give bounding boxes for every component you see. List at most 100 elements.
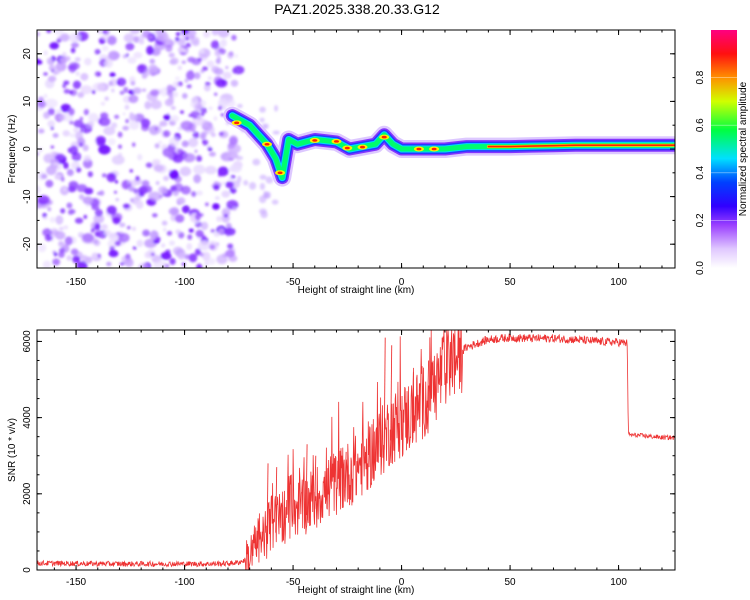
noise-blob (63, 162, 69, 169)
x-tick-label: 100 (610, 277, 627, 288)
noise-blob (122, 125, 130, 131)
noise-blob (123, 86, 129, 93)
noise-blob (163, 227, 167, 232)
noise-blob (87, 171, 93, 178)
noise-blob (149, 89, 160, 97)
noise-blob (177, 148, 184, 157)
colorbar: 0.0 0.2 0.4 0.6 0.8 Normalized spectral ampl… (695, 30, 749, 275)
noise-blob (182, 153, 196, 163)
noise-blob (129, 120, 140, 130)
noise-blob (132, 87, 142, 95)
noise-blob (208, 151, 216, 157)
noise-blob (69, 133, 76, 138)
noise-blob (168, 207, 180, 216)
snr-y-axis: 0 2000 4000 6000 (22, 330, 675, 573)
noise-blob (137, 154, 143, 161)
noise-blob (144, 251, 152, 259)
noise-blob (68, 107, 75, 116)
noise-blob (98, 144, 111, 155)
colorbar-tick-label: 0.6 (695, 118, 706, 132)
y-tick-label: 0 (22, 146, 33, 152)
noise-blob (101, 117, 111, 127)
noise-blob (230, 163, 242, 173)
noise-blob (169, 169, 179, 180)
noise-blob (76, 261, 88, 268)
noise-blob (248, 182, 257, 190)
noise-blob (207, 125, 215, 135)
noise-blob (101, 173, 107, 178)
noise-blob (177, 46, 185, 53)
noise-blob (93, 239, 98, 244)
noise-blob (84, 57, 92, 66)
noise-blob (202, 139, 209, 146)
noise-blob (77, 92, 85, 98)
noise-blob (55, 215, 64, 225)
noise-blob (197, 115, 202, 120)
noise-blob (161, 220, 168, 226)
noise-blob (170, 106, 176, 110)
noise-blob (109, 72, 116, 78)
noise-blob (180, 110, 184, 114)
noise-blob (170, 115, 180, 123)
noise-blob (49, 42, 60, 50)
noise-blob (72, 255, 81, 264)
noise-blob (94, 71, 102, 77)
noise-blob (150, 99, 162, 110)
ridge-hotspot (360, 145, 366, 149)
noise-blob (83, 108, 90, 116)
noise-blob (50, 145, 55, 149)
noise-blob (37, 128, 45, 134)
noise-blob (154, 143, 160, 149)
noise-blob (213, 92, 218, 96)
noise-blob (226, 98, 236, 109)
noise-blob (62, 187, 67, 192)
noise-blob (199, 48, 205, 54)
noise-blob (227, 243, 234, 249)
noise-blob (259, 182, 266, 191)
noise-blob (91, 252, 98, 260)
noise-blob (193, 72, 201, 80)
noise-blob (80, 129, 83, 133)
noise-blob (37, 152, 40, 156)
noise-blob (210, 40, 220, 50)
noise-blob (107, 138, 116, 146)
noise-blob (119, 222, 126, 228)
noise-blob (99, 190, 105, 196)
noise-blob (175, 229, 182, 235)
noise-blob (193, 164, 206, 175)
noise-blob (101, 45, 109, 52)
noise-blob (68, 63, 77, 73)
noise-blob (194, 149, 198, 154)
noise-blob (76, 166, 82, 173)
noise-blob (212, 203, 220, 210)
noise-blob (129, 169, 134, 173)
noise-blob (137, 65, 145, 73)
colorbar-ticks: 0.0 0.2 0.4 0.6 0.8 (695, 70, 737, 275)
noise-blob (111, 155, 125, 165)
noise-blob (157, 140, 163, 144)
noise-blob (215, 58, 221, 64)
noise-blob (60, 57, 68, 64)
ridge-core (487, 144, 675, 148)
noise-blob (74, 217, 84, 224)
noise-blob (193, 174, 202, 184)
noise-blob (195, 190, 203, 196)
noise-blob (106, 261, 112, 267)
noise-blob (231, 34, 237, 41)
noise-blob (186, 70, 195, 81)
noise-blob (132, 246, 137, 250)
noise-blob (63, 225, 69, 230)
noise-blob (206, 60, 215, 68)
noise-blob (214, 50, 221, 57)
noise-blob (82, 196, 94, 205)
ridge-hotspot (234, 121, 240, 125)
noise-blob (154, 236, 161, 242)
noise-blob (195, 213, 201, 221)
colorbar-tick-label: 0.0 (695, 261, 706, 275)
noise-blob (111, 88, 115, 93)
noise-blob (163, 175, 170, 182)
noise-blob (47, 108, 55, 116)
noise-blob (197, 57, 203, 62)
noise-blob (106, 35, 117, 46)
noise-blob (58, 241, 65, 248)
